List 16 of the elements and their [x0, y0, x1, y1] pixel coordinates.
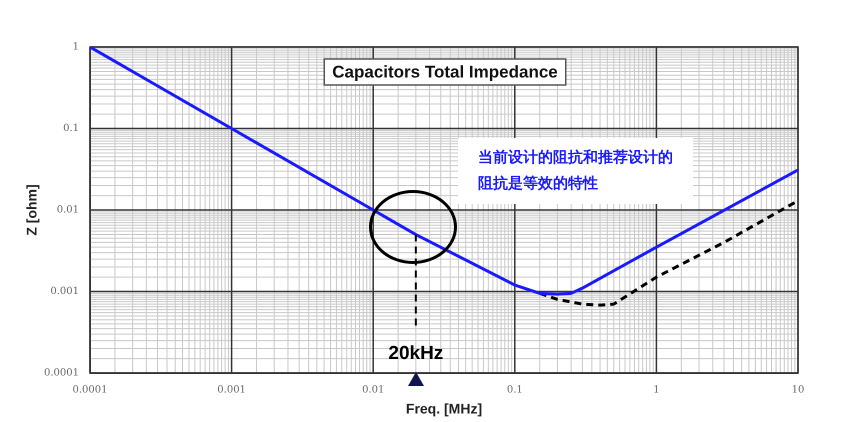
ref-line-label: 20kHz [388, 343, 444, 364]
y-axis-title: Z [ohm] [23, 184, 40, 236]
text: Capacitors Total Impedance [332, 62, 558, 82]
x-tick-label: 0.0001 [72, 384, 108, 396]
x-axis-title: Freq. [MHz] [406, 400, 482, 416]
y-tick-label: 0.001 [50, 286, 79, 298]
y-tick-label: 0.1 [63, 123, 79, 134]
x-tick-label: 0.001 [217, 384, 246, 396]
annotation: 当前设计的阻抗和推荐设计的阻抗是等效的特性 [478, 148, 673, 192]
y-tick-label: 0.0001 [44, 368, 79, 379]
x-tick-label: 0.01 [362, 384, 384, 396]
y-tick-label: 0.01 [56, 204, 79, 216]
y-tick-label: 1 [72, 42, 79, 53]
x-tick-label: 1 [653, 384, 660, 396]
x-tick-label: 10 [792, 384, 804, 396]
x-tick-label: 0.1 [506, 384, 523, 396]
